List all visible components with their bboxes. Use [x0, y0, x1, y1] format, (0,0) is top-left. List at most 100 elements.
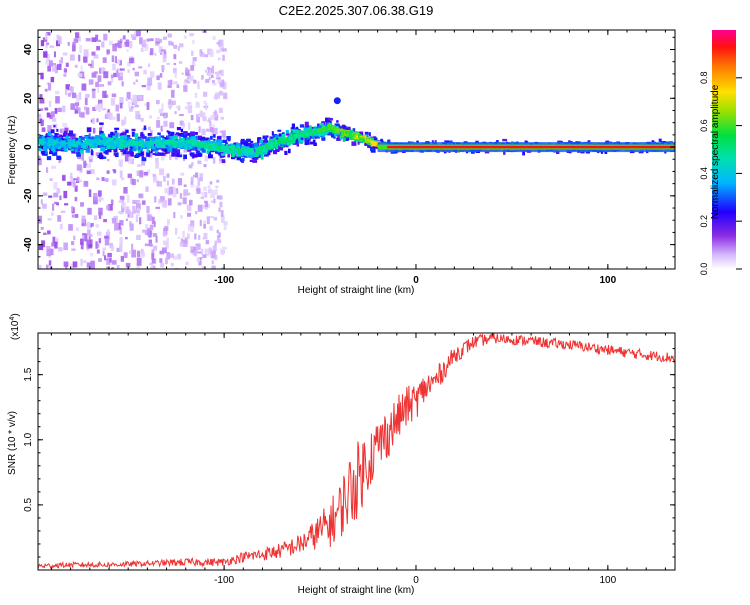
- heatmap-noise-cell: [93, 215, 98, 221]
- heatmap-noise-cell: [214, 240, 217, 246]
- heatmap-ridge-cell: [45, 134, 50, 138]
- heatmap-noise-cell: [181, 72, 184, 75]
- heatmap-noise-cell: [186, 192, 191, 196]
- heatmap-noise-cell: [119, 68, 125, 71]
- heatmap-noise-cell: [58, 157, 61, 163]
- heatmap-noise-cell: [141, 128, 145, 132]
- heatmap-noise-cell: [99, 84, 104, 87]
- heatmap-noise-cell: [204, 155, 208, 162]
- spectrogram-heatmap: [38, 30, 675, 269]
- heatmap-noise-cell: [92, 106, 97, 111]
- heatmap-ridge-cell: [165, 142, 168, 148]
- heatmap-ridge-cell: [292, 130, 297, 134]
- spectrogram-frame: [37, 29, 676, 270]
- heatmap-noise-cell: [158, 46, 163, 53]
- heatmap-noise-cell: [220, 248, 224, 255]
- heatmap-noise-cell: [97, 88, 100, 93]
- heatmap-noise-cell: [81, 83, 87, 91]
- heatmap-noise-cell: [96, 46, 100, 51]
- heatmap-ridge-cell: [77, 140, 80, 144]
- heatmap-noise-cell: [135, 214, 139, 223]
- heatmap-noise-cell: [70, 103, 76, 110]
- heatmap-noise-cell: [222, 246, 227, 250]
- heatmap-noise-cell: [219, 82, 224, 86]
- heatmap-noise-cell: [107, 109, 110, 113]
- heatmap-noise-cell: [218, 232, 221, 238]
- heatmap-noise-cell: [151, 264, 154, 269]
- heatmap-noise-cell: [168, 40, 172, 46]
- heatmap-noise-cell: [91, 117, 95, 124]
- heatmap-noise-cell: [47, 65, 51, 72]
- heatmap-noise-cell: [84, 234, 88, 242]
- heatmap-ridge-cell: [161, 146, 164, 151]
- heatmap-noise-cell: [149, 262, 153, 266]
- heatmap-noise-cell: [54, 241, 58, 249]
- heatmap-noise-cell: [173, 54, 177, 60]
- heatmap-noise-cell: [164, 115, 167, 119]
- heatmap-ridge-cell: [140, 132, 144, 137]
- heatmap-ridge-cell: [68, 130, 74, 135]
- heatmap-noise-cell: [218, 91, 224, 96]
- heatmap-ridge-cell: [283, 138, 286, 144]
- heatmap-ridge-cell: [146, 148, 149, 153]
- heatmap-ridge-cell: [142, 143, 147, 148]
- heatmap-noise-cell: [204, 191, 208, 198]
- heatmap-ridge-cell: [150, 142, 154, 145]
- heatmap-noise-cell: [95, 224, 99, 228]
- heatmap-noise-cell: [71, 206, 74, 212]
- heatmap-noise-cell: [44, 88, 48, 92]
- heatmap-noise-cell: [38, 264, 42, 269]
- heatmap-noise-cell: [75, 180, 80, 183]
- heatmap-noise-cell: [87, 229, 91, 236]
- heatmap-noise-cell: [95, 241, 98, 249]
- heatmap-ridge-cell: [221, 159, 226, 164]
- heatmap-noise-cell: [132, 199, 136, 204]
- heatmap-noise-cell: [209, 50, 214, 57]
- heatmap-noise-cell: [38, 215, 43, 224]
- heatmap-noise-cell: [125, 218, 128, 221]
- heatmap-ridge-cell: [192, 154, 198, 158]
- heatmap-ridge-cell: [80, 149, 84, 154]
- heatmap-noise-cell: [63, 190, 68, 199]
- heatmap-noise-cell: [209, 225, 213, 231]
- heatmap-noise-cell: [120, 255, 124, 262]
- heatmap-noise-cell: [122, 204, 126, 208]
- heatmap-ridge-cell: [107, 137, 112, 141]
- heatmap-noise-cell: [141, 85, 146, 88]
- heatmap-ridge-cell: [38, 141, 42, 145]
- heatmap-noise-cell: [182, 197, 187, 205]
- heatmap-noise-cell: [215, 185, 219, 188]
- heatmap-noise-cell: [220, 80, 224, 84]
- spectrogram-x-tick-label: -100: [214, 275, 234, 286]
- heatmap-noise-cell: [96, 177, 100, 181]
- heatmap-ridge-cell: [216, 136, 222, 140]
- heatmap-ridge-cell: [108, 136, 114, 139]
- heatmap-noise-cell: [84, 163, 88, 166]
- heatmap-noise-cell: [88, 189, 92, 197]
- heatmap-ridge-cell: [177, 142, 182, 147]
- heatmap-ridge-cell: [171, 136, 176, 142]
- heatmap-noise-cell: [70, 133, 75, 140]
- heatmap-ridge-cell: [129, 148, 134, 153]
- heatmap-noise-cell: [188, 164, 193, 169]
- heatmap-ridge-cell: [48, 144, 52, 147]
- heatmap-noise-cell: [125, 39, 130, 44]
- heatmap-noise-cell: [214, 114, 219, 121]
- heatmap-noise-cell: [113, 170, 117, 174]
- heatmap-ridge-cell: [246, 150, 250, 153]
- heatmap-noise-cell: [121, 81, 124, 87]
- heatmap-noise-cell: [212, 35, 216, 41]
- heatmap-noise-cell: [104, 255, 107, 261]
- heatmap-noise-cell: [43, 51, 48, 58]
- heatmap-noise-cell: [200, 173, 203, 177]
- heatmap-noise-cell: [164, 187, 169, 194]
- snr-scale-exponent: 4: [9, 317, 16, 321]
- heatmap-ridge-cell: [213, 134, 216, 138]
- heatmap-ridge-cell: [80, 137, 85, 141]
- snr-x-tick-label: 100: [600, 575, 617, 586]
- heatmap-ridge-cell: [259, 139, 263, 144]
- heatmap-noise-cell: [90, 260, 95, 269]
- heatmap-noise-cell: [75, 32, 80, 39]
